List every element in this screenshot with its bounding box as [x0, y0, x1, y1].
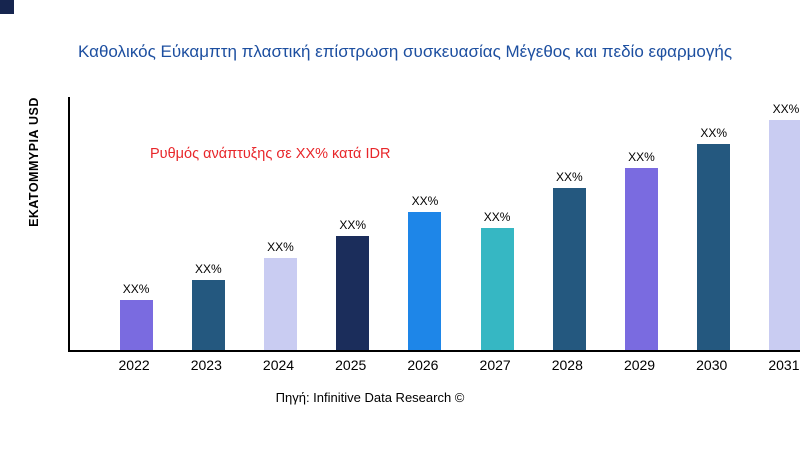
- bar-column: XX%: [100, 97, 172, 350]
- bar: [480, 228, 514, 350]
- growth-rate-annotation: Ρυθμός ανάπτυξης σε XX% κατά IDR: [150, 146, 391, 162]
- bar-value-label: XX%: [267, 240, 294, 254]
- bar-value-label: XX%: [628, 150, 655, 164]
- bar-value-label: XX%: [555, 170, 583, 184]
- bar-value-label: XX%: [339, 218, 367, 232]
- bar-value-label: XX%: [700, 126, 728, 140]
- bar-column: XX%: [605, 97, 677, 350]
- bar: [408, 212, 442, 350]
- x-axis-label: 2027: [479, 357, 511, 373]
- bar-value-label: XX%: [122, 282, 150, 296]
- x-axis-label: 2028: [551, 357, 583, 373]
- source-attribution: Πηγή: Infinitive Data Research ©: [275, 390, 465, 405]
- y-axis-title: ΕΚΑΤΟΜΜΥΡΙΑ USD: [27, 97, 41, 227]
- bar-column: XX%: [750, 97, 800, 350]
- bar: [625, 168, 659, 350]
- bar: [191, 280, 225, 350]
- corner-mark: [0, 0, 14, 14]
- bar-value-label: XX%: [194, 262, 222, 276]
- bar: [697, 144, 731, 350]
- plot-area: XX% XX% XX% XX% XX% XX% XX% XX% XX% XX%: [68, 97, 800, 352]
- x-axis-label: 2029: [623, 357, 656, 373]
- x-labels: 2022 2023 2024 2025 2026 2027 2028 2029 2030 2031: [68, 357, 800, 373]
- bar-column: XX%: [678, 97, 750, 350]
- chart-title: Καθολικός Εύκαμπτη πλαστική επίστρωση συ…: [78, 42, 733, 61]
- bar-column: XX%: [533, 97, 605, 350]
- bar-column: XX%: [317, 97, 389, 350]
- bar-column: XX%: [244, 97, 316, 350]
- x-axis-label: 2026: [407, 357, 439, 373]
- x-axis-label: 2031: [768, 357, 800, 373]
- x-axis-label: 2022: [118, 357, 150, 373]
- bar-column: XX%: [172, 97, 244, 350]
- bar-column: XX%: [461, 97, 533, 350]
- bar-column: XX%: [389, 97, 461, 350]
- bar: [119, 300, 153, 350]
- bar-value-label: XX%: [483, 210, 511, 224]
- x-axis-label: 2030: [696, 357, 728, 373]
- bar-value-label: XX%: [411, 194, 439, 208]
- bar: [264, 258, 297, 350]
- x-axis-label: 2024: [262, 357, 295, 373]
- bar-value-label: XX%: [772, 102, 800, 116]
- bar: [336, 236, 370, 350]
- bar: [552, 188, 586, 350]
- bar: [769, 120, 800, 350]
- x-axis-label: 2023: [190, 357, 222, 373]
- x-axis-label: 2025: [335, 357, 367, 373]
